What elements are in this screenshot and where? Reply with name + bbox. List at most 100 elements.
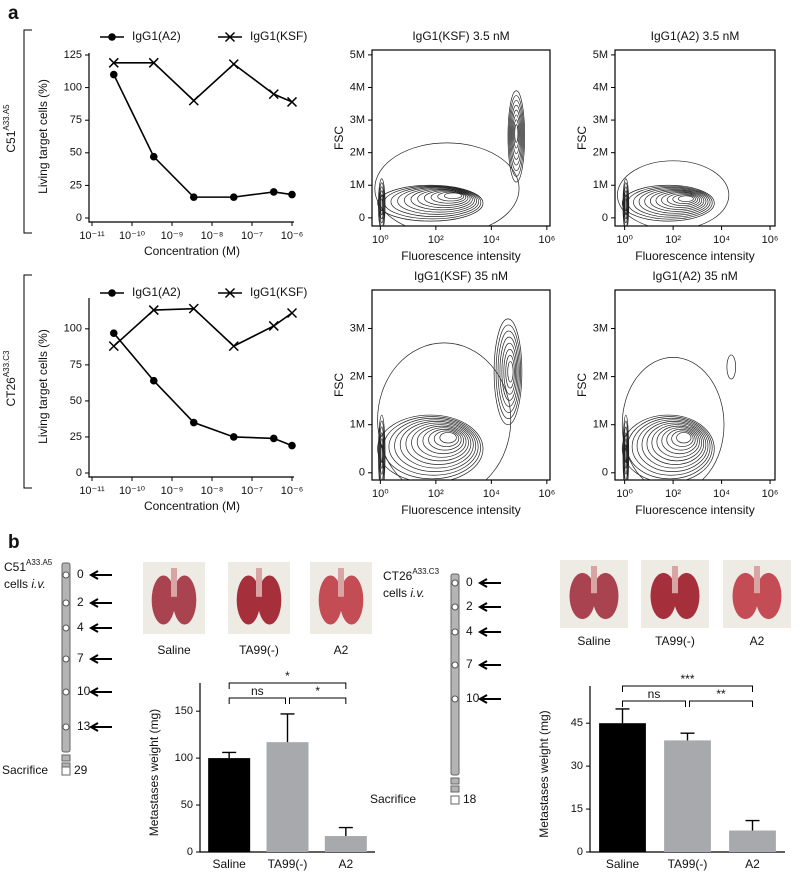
contour-line: [399, 421, 474, 469]
route-label: cells i.v.: [383, 586, 425, 600]
significance-bracket: [622, 685, 753, 692]
contour-line: [422, 427, 464, 455]
x-tick-label: 10⁻¹¹: [79, 485, 105, 497]
chart-title: IgG1(KSF) 3.5 nM: [412, 29, 509, 43]
plot-frame: [371, 49, 551, 227]
injection-arrow: [88, 654, 112, 664]
y-axis-label: Metastases weight (mg): [537, 710, 551, 837]
y-tick-label: 1M: [350, 179, 365, 191]
significance-bracket: [228, 682, 347, 689]
injection-arrow: [477, 578, 501, 588]
point: [286, 307, 298, 319]
x-tick-label: Saline: [606, 857, 640, 871]
contour-line: [512, 114, 521, 155]
contour-line: [437, 191, 465, 202]
contour-line: [444, 192, 462, 200]
day-label: 10: [77, 684, 91, 698]
series-line: [113, 332, 293, 447]
timeline-segment: [61, 754, 71, 762]
x-tick-label: 10⁻⁹: [161, 230, 184, 242]
photo-label: A2: [334, 643, 349, 657]
injection-arrow: [477, 602, 501, 612]
significance-label: *: [285, 669, 290, 683]
contour-line: [510, 104, 523, 166]
cell-line-sup: A33.A5: [26, 558, 53, 567]
y-tick-label: 0: [187, 846, 193, 858]
cell-line-label: CT26A33.C3: [383, 567, 440, 583]
x-tick-label: A2: [745, 857, 760, 871]
trachea: [754, 566, 760, 594]
axis-line: [88, 298, 294, 478]
contour-line: [379, 190, 384, 220]
contour-line: [644, 189, 707, 214]
point: [288, 190, 296, 199]
contour-line: [631, 417, 711, 476]
contour-line: [507, 361, 514, 383]
axis-line: [88, 53, 294, 223]
y-tick-label: 3M: [593, 114, 608, 126]
x-tick-label: 10⁻¹⁰: [119, 485, 146, 497]
point: [288, 441, 296, 450]
photo-label: Saline: [157, 643, 191, 657]
contour-line: [439, 432, 457, 444]
significance-bracket: [622, 700, 686, 707]
contour-line: [651, 424, 702, 462]
legend-marker: [108, 289, 116, 297]
day-label: 13: [77, 719, 91, 733]
y-tick-label: 0: [76, 212, 82, 224]
bar: [266, 742, 309, 852]
x-tick-label: Saline: [212, 857, 246, 871]
bracket: [23, 274, 32, 489]
lung-lobe: [650, 572, 677, 620]
sacrifice-box: [450, 795, 460, 805]
contour-line: [514, 124, 519, 143]
x-tick-label: 10²: [428, 488, 444, 500]
x-tick-label: TA99(-): [268, 857, 308, 871]
contour-line: [405, 422, 472, 465]
panel-label: a: [8, 3, 19, 24]
significance-label: *: [315, 684, 320, 698]
injection-dot: [62, 624, 70, 632]
x-tick-label: 10⁴: [483, 234, 500, 246]
legend-label: IgG1(KSF): [250, 29, 307, 43]
x-axis-label: Fluorescence intensity: [635, 503, 754, 517]
bar: [729, 830, 776, 852]
point: [189, 193, 198, 201]
y-tick-label: 2M: [350, 370, 365, 382]
injection-dot: [62, 599, 70, 607]
chart-title: IgG1(A2) 35 nM: [652, 269, 737, 283]
x-tick-label: 10⁻⁶: [281, 230, 304, 242]
contour-line: [394, 419, 477, 473]
contour-line: [623, 186, 629, 224]
contour-line: [497, 330, 520, 413]
lung-lobe: [732, 572, 759, 620]
contour-line: [623, 420, 629, 480]
sacrifice-day: 18: [463, 792, 477, 806]
contour-line: [428, 428, 462, 451]
lung-lobe: [339, 575, 364, 625]
legend-marker: [224, 31, 236, 43]
point: [108, 341, 119, 352]
point: [228, 59, 239, 70]
y-tick-label: 100: [64, 323, 82, 335]
significance-label: **: [716, 687, 726, 701]
cell-line-main: C51: [4, 560, 26, 574]
route-italic: i.v.: [31, 577, 45, 591]
contour-line: [388, 417, 479, 476]
legend-label: IgG1(KSF): [250, 285, 307, 299]
contour-line: [655, 191, 703, 210]
point: [269, 188, 278, 196]
contours: [377, 318, 523, 480]
y-tick-label: 25: [70, 179, 82, 191]
contour-line: [411, 424, 469, 462]
injection-dot: [451, 661, 459, 669]
injection-dot: [451, 628, 459, 636]
contour-line: [377, 414, 484, 480]
x-tick-label: 10⁶: [762, 234, 779, 246]
x-tick-label: 10⁰: [616, 488, 633, 500]
point: [229, 433, 238, 441]
contour-line: [507, 90, 525, 183]
contour-line: [416, 425, 467, 458]
y-tick-label: 2M: [593, 147, 608, 159]
y-axis-label: FSC: [575, 373, 589, 397]
